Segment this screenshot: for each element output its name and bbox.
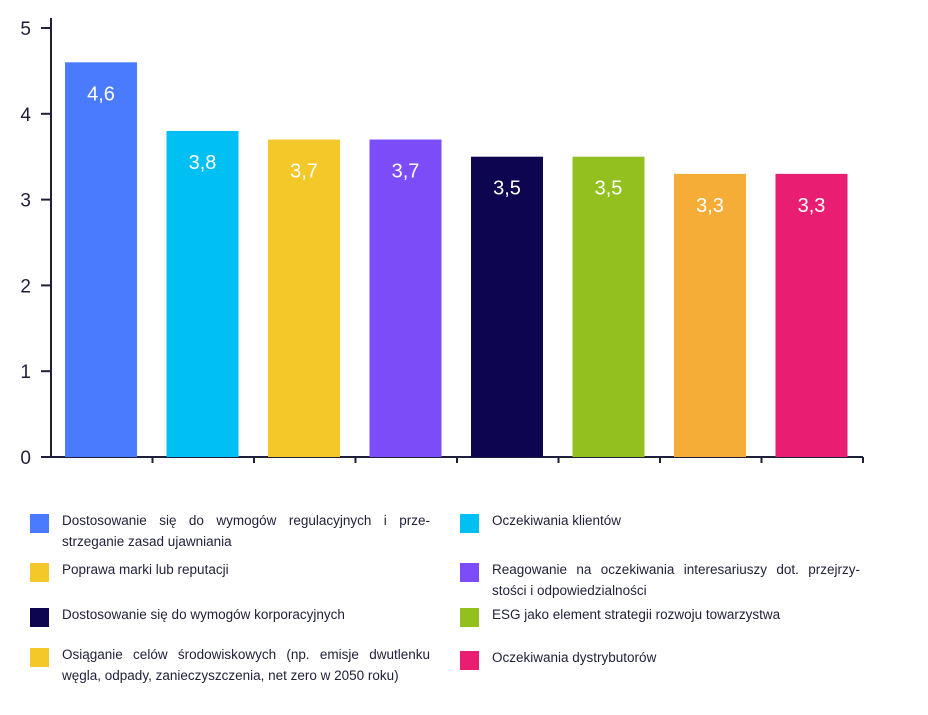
bar-labels-group: 4,6 3,8 3,7 3,7 3,5 3,5 3,3 3,3 [87, 83, 825, 217]
bar-value-label: 3,8 [189, 152, 217, 174]
bar [775, 173, 848, 458]
legend-label: Reagowanie na oczekiwania interesariuszy… [492, 562, 860, 598]
legend-item: Dostosowanie się do wymogów regulacyjnyc… [30, 510, 430, 552]
legend-item: Dostosowanie się do wymogów korporacyjny… [30, 604, 430, 627]
legend-swatch [30, 648, 49, 667]
bar-value-label: 3,7 [392, 161, 420, 183]
legend-item: Oczekiwania klientów [460, 510, 860, 533]
legend-swatch [30, 563, 49, 582]
legend-label: Oczekiwania klientów [492, 513, 622, 528]
legend-item: Osiąganie celów środowiskowych (np. emis… [30, 644, 430, 686]
legend-swatch [460, 608, 479, 627]
y-tick-label: 4 [20, 105, 31, 126]
legend-label: Dostosowanie się do wymogów korporacyjny… [62, 607, 345, 622]
y-tick-label: 2 [20, 276, 31, 297]
legend-label: ESG jako element strategii rozwoju towar… [492, 607, 781, 622]
bar [369, 139, 442, 458]
legend-swatch [30, 608, 49, 627]
bar [166, 130, 239, 457]
bars-group [65, 62, 848, 458]
x-axis [51, 456, 864, 463]
bar-value-label: 4,6 [87, 83, 115, 105]
bar [471, 156, 543, 457]
legend-item: Oczekiwania dystrybutorów [460, 647, 860, 670]
y-axis: 0 1 2 3 4 5 [20, 18, 52, 469]
bar [572, 156, 645, 457]
bar [674, 173, 746, 458]
bar-value-label: 3,3 [696, 195, 724, 217]
legend-swatch [30, 514, 49, 533]
bar-value-label: 3,7 [290, 161, 318, 183]
legend-item: ESG jako element strategii rozwoju towar… [460, 604, 860, 627]
bar-value-label: 3,5 [595, 178, 623, 200]
legend-label: Poprawa marki lub reputacji [62, 562, 229, 577]
y-tick-label: 3 [20, 191, 31, 212]
legend-label: Osiąganie celów środowiskowych (np. emis… [62, 647, 430, 683]
legend-label: Oczekiwania dystrybutorów [492, 650, 657, 665]
legend-item: Reagowanie na oczekiwania interesariuszy… [460, 559, 860, 601]
bar-chart: 0 1 2 3 4 5 4,6 3,8 3,7 3,7 3,5 3,5 3,3 3,3 [20, 18, 864, 469]
bar-value-label: 3,3 [798, 195, 826, 217]
legend-swatch [460, 514, 479, 533]
y-tick-label: 0 [20, 448, 31, 469]
legend-swatch [460, 651, 479, 670]
legend-label: Dostosowanie się do wymogów regulacyjnyc… [62, 513, 430, 549]
y-tick-label: 1 [20, 362, 31, 383]
bar-value-label: 3,5 [493, 178, 521, 200]
legend-swatch [460, 563, 479, 582]
bar [268, 139, 340, 458]
bar [65, 62, 137, 457]
legend-item: Poprawa marki lub reputacji [30, 559, 430, 582]
y-tick-label: 5 [20, 19, 31, 40]
